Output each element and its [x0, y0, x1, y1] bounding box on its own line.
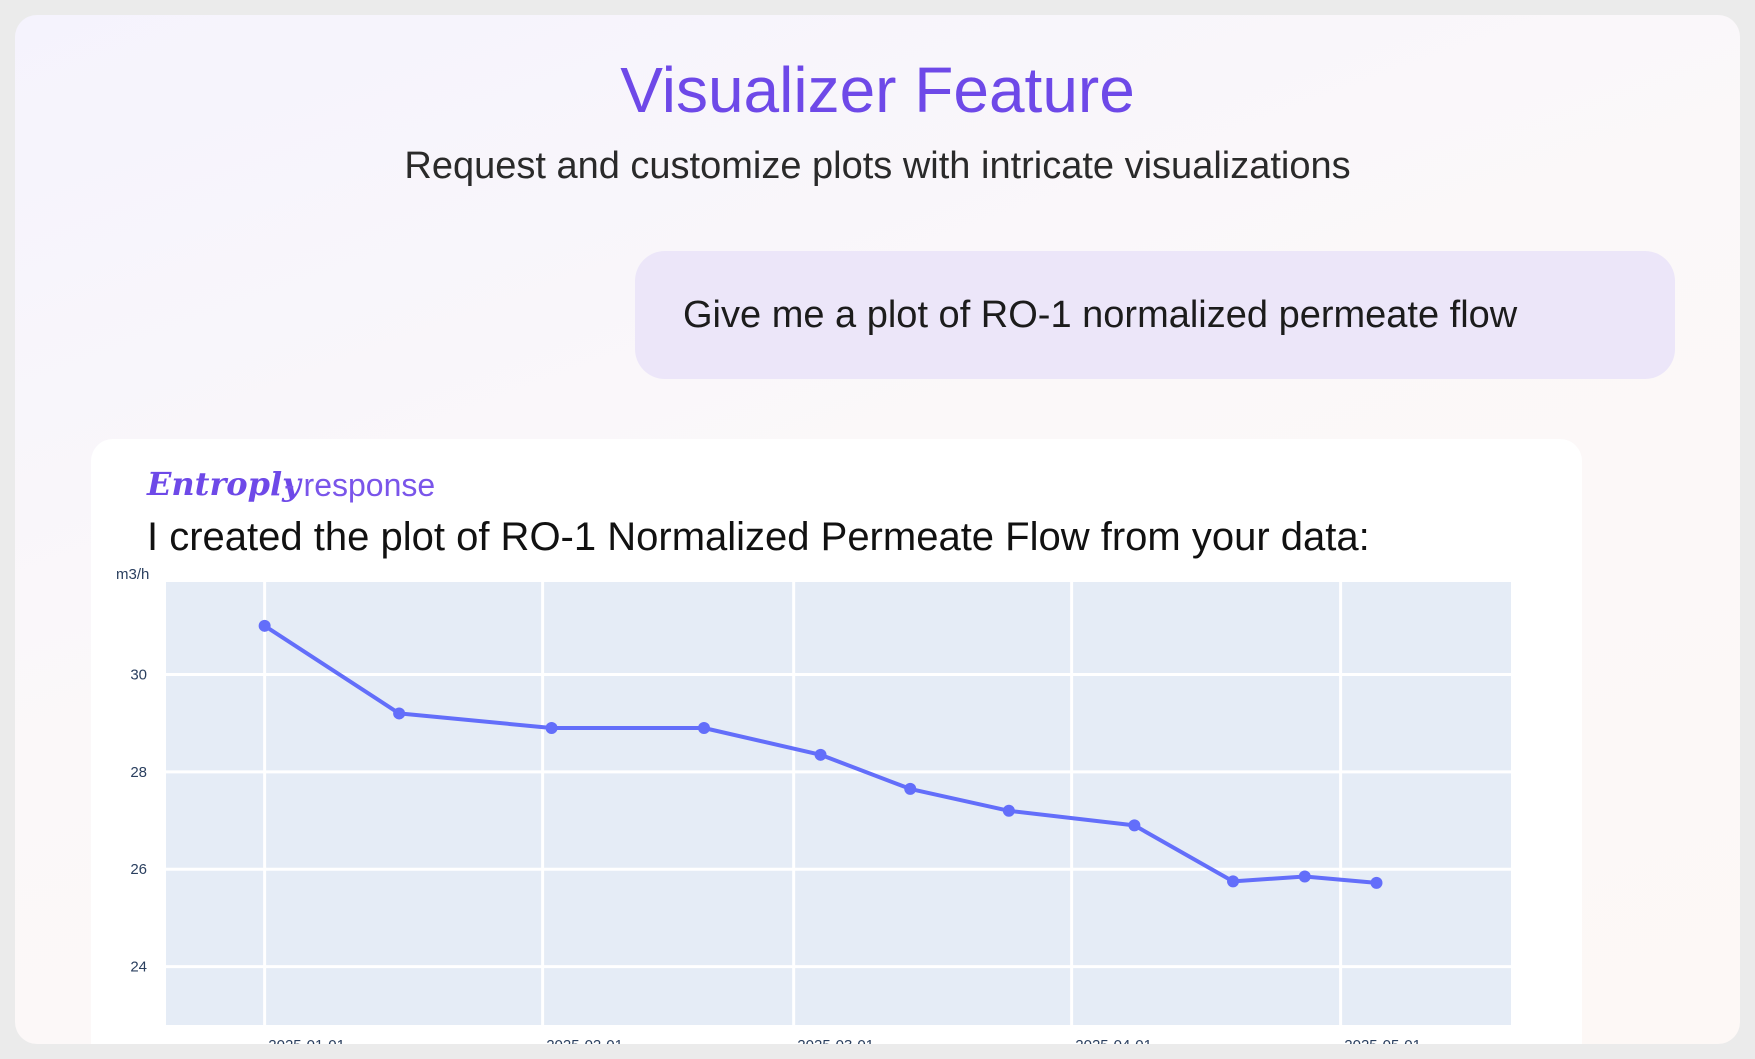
data-point — [545, 722, 558, 735]
line-chart: 24 26 28 30 2025-01-01 2025-02-01 2025-03-01 20… — [116, 566, 1511, 1044]
user-message-bubble: Give me a plot of RO-1 normalized permea… — [635, 251, 1675, 379]
data-point — [393, 707, 406, 720]
data-point — [698, 722, 710, 735]
y-axis-label: m3/h — [116, 566, 149, 583]
data-point — [258, 619, 271, 632]
y-tick-label: 28 — [130, 764, 147, 781]
response-label: - response — [284, 467, 436, 503]
response-text: I created the plot of RO-1 Normalized Pe… — [147, 515, 1370, 559]
page-title: Visualizer Feature — [620, 54, 1135, 126]
plot-area — [166, 582, 1511, 1025]
y-tick-label: 30 — [130, 666, 147, 683]
brand-logo: Entroply — [147, 465, 301, 503]
data-point — [1128, 819, 1141, 832]
x-tick-label: 2025-05-01 — [1344, 1037, 1421, 1044]
x-tick-label: 2025-02-01 — [546, 1037, 623, 1044]
user-message-text: Give me a plot of RO-1 normalized permea… — [683, 293, 1518, 336]
data-point — [1298, 870, 1311, 883]
x-tick-label: 2025-03-01 — [797, 1037, 874, 1044]
data-point — [1227, 875, 1240, 888]
x-tick-label: 2025-04-01 — [1075, 1037, 1152, 1044]
page-subtitle: Request and customize plots with intrica… — [404, 145, 1351, 187]
app-frame: Visualizer Feature Request and customize… — [15, 15, 1740, 1044]
response-card: Entroply - response I created the plot o… — [91, 439, 1582, 1044]
y-tick-label: 26 — [130, 861, 147, 878]
data-point — [1002, 804, 1015, 817]
data-point — [1370, 876, 1383, 889]
x-tick-label: 2025-01-01 — [268, 1037, 345, 1044]
data-point — [814, 748, 827, 761]
y-tick-label: 24 — [130, 959, 147, 976]
data-point — [904, 782, 917, 795]
